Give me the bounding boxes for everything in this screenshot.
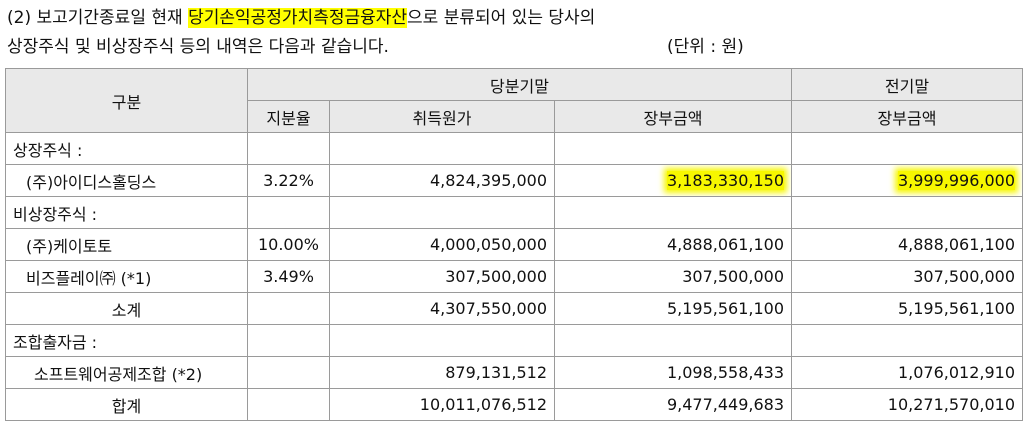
cell-book-prior xyxy=(791,324,1023,357)
cell-ratio: 3.49% xyxy=(247,260,330,293)
row-label: 합계 xyxy=(5,388,248,421)
row-label: (주)아이디스홀딩스 xyxy=(5,164,248,197)
table-row: 조합출자금 : xyxy=(5,324,1023,357)
cell-book-current xyxy=(554,132,792,165)
cell-book-prior: 307,500,000 xyxy=(791,260,1023,293)
header-book-value-current: 장부금액 xyxy=(554,100,792,133)
cell-book-current: 3,183,330,150 xyxy=(554,164,792,197)
table-row: 합계 10,011,076,512 9,477,449,683 10,271,5… xyxy=(5,388,1023,421)
cell-cost xyxy=(329,324,555,357)
cell-book-prior xyxy=(791,196,1023,229)
intro-line-1-prefix: (2) 보고기간종료일 현재 xyxy=(7,8,189,28)
cell-book-prior: 1,076,012,910 xyxy=(791,356,1023,389)
cell-book-current xyxy=(554,196,792,229)
highlighted-term: 당기손익공정가치측정금융자산 xyxy=(188,8,408,28)
cell-book-prior: 4,888,061,100 xyxy=(791,228,1023,261)
row-label: 소프트웨어공제조합 (*2) xyxy=(5,356,248,389)
cell-ratio xyxy=(247,324,330,357)
table-row: 소프트웨어공제조합 (*2) 879,131,512 1,098,558,433… xyxy=(5,356,1023,389)
table-row: (주)케이토토 10.00% 4,000,050,000 4,888,061,1… xyxy=(5,228,1023,261)
cell-ratio xyxy=(247,356,330,389)
row-label: 상장주식 : xyxy=(5,132,248,165)
highlighted-value: 3,999,996,000 xyxy=(897,171,1015,190)
intro-line-2: 상장주식 및 비상장주식 등의 내역은 다음과 같습니다. (단위 : 원) xyxy=(7,33,1022,62)
cell-cost: 4,307,550,000 xyxy=(329,292,555,325)
cell-book-prior: 10,271,570,010 xyxy=(791,388,1023,421)
cell-cost xyxy=(329,196,555,229)
cell-book-current: 5,195,561,100 xyxy=(554,292,792,325)
cell-cost xyxy=(329,132,555,165)
table-row: 소계 4,307,550,000 5,195,561,100 5,195,561… xyxy=(5,292,1023,325)
cell-book-current xyxy=(554,324,792,357)
header-prior-period: 전기말 xyxy=(791,68,1023,101)
cell-book-current: 4,888,061,100 xyxy=(554,228,792,261)
intro-paragraph: (2) 보고기간종료일 현재 당기손익공정가치측정금융자산으로 분류되어 있는 … xyxy=(7,4,1022,62)
row-label: 소계 xyxy=(5,292,248,325)
cell-cost: 307,500,000 xyxy=(329,260,555,293)
unit-label: (단위 : 원) xyxy=(667,37,744,57)
header-current-period: 당분기말 xyxy=(247,68,792,101)
cell-cost: 10,011,076,512 xyxy=(329,388,555,421)
financial-assets-table: 구분 당분기말 전기말 지분율 취득원가 장부금액 장부금액 상장주식 : (주… xyxy=(5,68,1023,421)
cell-ratio: 3.22% xyxy=(247,164,330,197)
cell-book-prior: 5,195,561,100 xyxy=(791,292,1023,325)
cell-book-prior: 3,999,996,000 xyxy=(791,164,1023,197)
cell-book-current: 9,477,449,683 xyxy=(554,388,792,421)
intro-line-1: (2) 보고기간종료일 현재 당기손익공정가치측정금융자산으로 분류되어 있는 … xyxy=(7,4,1022,33)
cell-cost: 879,131,512 xyxy=(329,356,555,389)
highlighted-value: 3,183,330,150 xyxy=(666,171,784,190)
header-book-value-prior: 장부금액 xyxy=(791,100,1023,133)
header-share-ratio: 지분율 xyxy=(247,100,330,133)
row-label: 조합출자금 : xyxy=(5,324,248,357)
intro-line-2-text: 상장주식 및 비상장주식 등의 내역은 다음과 같습니다. xyxy=(7,37,389,57)
table-row: 비즈플레이㈜ (*1) 3.49% 307,500,000 307,500,00… xyxy=(5,260,1023,293)
cell-ratio: 10.00% xyxy=(247,228,330,261)
cell-book-prior xyxy=(791,132,1023,165)
intro-line-1-suffix: 으로 분류되어 있는 당사의 xyxy=(407,8,596,28)
cell-ratio xyxy=(247,196,330,229)
cell-ratio xyxy=(247,132,330,165)
row-label: 비즈플레이㈜ (*1) xyxy=(5,260,248,293)
cell-book-current: 1,098,558,433 xyxy=(554,356,792,389)
row-label: 비상장주식 : xyxy=(5,196,248,229)
header-acquisition-cost: 취득원가 xyxy=(329,100,555,133)
cell-ratio xyxy=(247,388,330,421)
header-row-1: 구분 당분기말 전기말 xyxy=(5,68,1023,133)
header-row-2: 지분율 취득원가 장부금액 장부금액 xyxy=(6,100,1023,133)
table-row: 비상장주식 : xyxy=(5,196,1023,229)
row-label: (주)케이토토 xyxy=(5,228,248,261)
header-category: 구분 xyxy=(5,68,248,133)
cell-cost: 4,824,395,000 xyxy=(329,164,555,197)
cell-ratio xyxy=(247,292,330,325)
table-row: (주)아이디스홀딩스 3.22% 4,824,395,000 3,183,330… xyxy=(5,164,1023,197)
cell-book-current: 307,500,000 xyxy=(554,260,792,293)
cell-cost: 4,000,050,000 xyxy=(329,228,555,261)
table-row: 상장주식 : xyxy=(5,132,1023,165)
